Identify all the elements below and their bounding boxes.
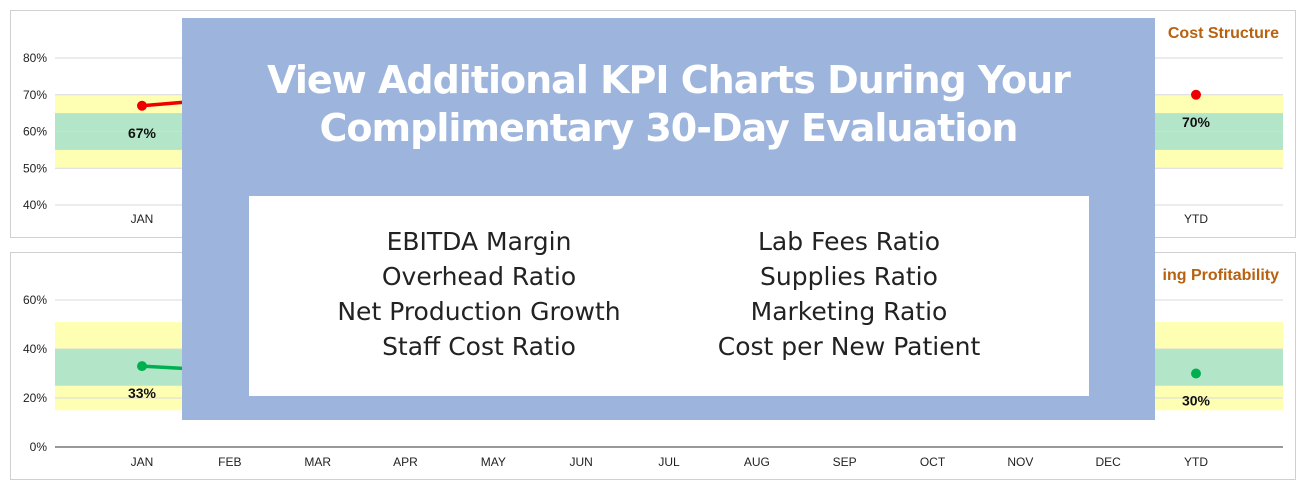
x-tick-label: YTD bbox=[1184, 212, 1208, 226]
kpi-item: Marketing Ratio bbox=[750, 297, 948, 326]
kpi-item: Net Production Growth bbox=[337, 297, 621, 326]
x-tick-label: APR bbox=[393, 455, 418, 469]
data-point bbox=[137, 361, 147, 372]
kpi-list-right: Lab Fees Ratio Supplies Ratio Marketing … bbox=[659, 224, 1039, 364]
x-tick-label: JAN bbox=[131, 455, 154, 469]
chart-title: ing Profitability bbox=[1162, 267, 1279, 284]
y-tick-label: 70% bbox=[23, 88, 47, 102]
y-tick-label: 40% bbox=[23, 342, 47, 356]
x-tick-label: DEC bbox=[1095, 455, 1121, 469]
overlay-title-line: Complimentary 30-Day Evaluation bbox=[319, 106, 1019, 150]
x-tick-label: MAY bbox=[481, 455, 506, 469]
y-tick-label: 60% bbox=[23, 293, 47, 307]
x-tick-label: JAN bbox=[131, 212, 154, 226]
data-label: 70% bbox=[1182, 114, 1211, 130]
kpi-item: Staff Cost Ratio bbox=[382, 332, 576, 361]
data-label: 67% bbox=[128, 125, 157, 141]
y-tick-label: 20% bbox=[23, 391, 47, 405]
data-point bbox=[1191, 89, 1201, 100]
kpi-item: Cost per New Patient bbox=[717, 332, 981, 361]
overlay-title: View Additional KPI Charts During Your C… bbox=[182, 56, 1155, 152]
y-tick-label: 50% bbox=[23, 161, 47, 175]
kpi-item: Lab Fees Ratio bbox=[758, 227, 940, 256]
overlay-title-line: View Additional KPI Charts During Your bbox=[267, 58, 1071, 102]
y-tick-label: 60% bbox=[23, 125, 47, 139]
data-point bbox=[137, 100, 147, 111]
data-point bbox=[1191, 368, 1201, 379]
x-tick-label: YTD bbox=[1184, 455, 1208, 469]
y-tick-label: 80% bbox=[23, 51, 47, 65]
x-tick-label: AUG bbox=[744, 455, 770, 469]
x-tick-label: NOV bbox=[1007, 455, 1033, 469]
y-tick-label: 0% bbox=[30, 440, 48, 454]
chart-title: Cost Structure bbox=[1167, 25, 1279, 42]
x-tick-label: JUN bbox=[569, 455, 592, 469]
y-tick-label: 40% bbox=[23, 198, 47, 212]
x-tick-label: SEP bbox=[833, 455, 857, 469]
kpi-list-left: EBITDA Margin Overhead Ratio Net Product… bbox=[289, 224, 669, 364]
kpi-item: Supplies Ratio bbox=[760, 262, 938, 291]
x-tick-label: FEB bbox=[218, 455, 241, 469]
kpi-item: Overhead Ratio bbox=[381, 262, 577, 291]
data-label: 33% bbox=[128, 385, 157, 401]
data-label: 30% bbox=[1182, 393, 1211, 409]
evaluation-overlay: View Additional KPI Charts During Your C… bbox=[182, 18, 1155, 420]
kpi-item: EBITDA Margin bbox=[386, 227, 572, 256]
x-tick-label: OCT bbox=[920, 455, 946, 469]
x-tick-label: MAR bbox=[304, 455, 331, 469]
x-tick-label: JUL bbox=[658, 455, 680, 469]
kpi-list-box: EBITDA Margin Overhead Ratio Net Product… bbox=[249, 196, 1089, 396]
